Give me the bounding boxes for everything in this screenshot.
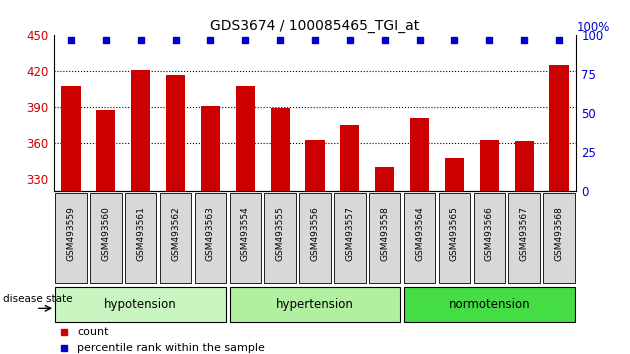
FancyBboxPatch shape bbox=[438, 193, 470, 283]
Bar bbox=[515, 141, 534, 191]
FancyBboxPatch shape bbox=[508, 193, 540, 283]
Text: GSM493557: GSM493557 bbox=[345, 206, 354, 261]
Bar bbox=[131, 70, 151, 191]
Bar bbox=[410, 118, 429, 191]
Bar bbox=[340, 125, 360, 191]
FancyBboxPatch shape bbox=[229, 287, 401, 322]
FancyBboxPatch shape bbox=[265, 193, 296, 283]
Text: GSM493568: GSM493568 bbox=[554, 206, 563, 261]
FancyBboxPatch shape bbox=[404, 193, 435, 283]
Text: GSM493563: GSM493563 bbox=[206, 206, 215, 261]
FancyBboxPatch shape bbox=[299, 193, 331, 283]
FancyBboxPatch shape bbox=[369, 193, 401, 283]
Text: normotension: normotension bbox=[449, 298, 530, 311]
Bar bbox=[445, 158, 464, 191]
FancyBboxPatch shape bbox=[90, 193, 122, 283]
Text: GSM493556: GSM493556 bbox=[311, 206, 319, 261]
FancyBboxPatch shape bbox=[160, 193, 192, 283]
FancyBboxPatch shape bbox=[195, 193, 226, 283]
Bar bbox=[96, 110, 115, 191]
FancyBboxPatch shape bbox=[229, 193, 261, 283]
FancyBboxPatch shape bbox=[543, 193, 575, 283]
FancyBboxPatch shape bbox=[334, 193, 365, 283]
Bar bbox=[375, 167, 394, 191]
Text: count: count bbox=[77, 327, 108, 337]
Bar bbox=[479, 139, 499, 191]
Bar bbox=[166, 75, 185, 191]
Text: hypotension: hypotension bbox=[105, 298, 177, 311]
Bar bbox=[61, 86, 81, 191]
Text: GSM493560: GSM493560 bbox=[101, 206, 110, 261]
FancyBboxPatch shape bbox=[55, 287, 226, 322]
Bar bbox=[236, 86, 255, 191]
Text: GSM493567: GSM493567 bbox=[520, 206, 529, 261]
Bar bbox=[306, 139, 324, 191]
Text: GSM493564: GSM493564 bbox=[415, 206, 424, 261]
FancyBboxPatch shape bbox=[474, 193, 505, 283]
Text: GSM493559: GSM493559 bbox=[67, 206, 76, 261]
FancyBboxPatch shape bbox=[404, 287, 575, 322]
Title: GDS3674 / 100085465_TGI_at: GDS3674 / 100085465_TGI_at bbox=[210, 19, 420, 33]
Bar bbox=[201, 106, 220, 191]
Text: GSM493555: GSM493555 bbox=[276, 206, 285, 261]
Text: disease state: disease state bbox=[3, 293, 72, 304]
Text: GSM493561: GSM493561 bbox=[136, 206, 145, 261]
Text: hypertension: hypertension bbox=[276, 298, 354, 311]
Text: GSM493558: GSM493558 bbox=[381, 206, 389, 261]
Text: GSM493554: GSM493554 bbox=[241, 206, 249, 261]
Text: GSM493566: GSM493566 bbox=[485, 206, 494, 261]
Text: percentile rank within the sample: percentile rank within the sample bbox=[77, 343, 265, 353]
FancyBboxPatch shape bbox=[55, 193, 87, 283]
Bar bbox=[549, 65, 569, 191]
FancyBboxPatch shape bbox=[125, 193, 156, 283]
Bar bbox=[270, 108, 290, 191]
Text: GSM493565: GSM493565 bbox=[450, 206, 459, 261]
Text: 100%: 100% bbox=[576, 21, 610, 34]
Text: GSM493562: GSM493562 bbox=[171, 206, 180, 261]
